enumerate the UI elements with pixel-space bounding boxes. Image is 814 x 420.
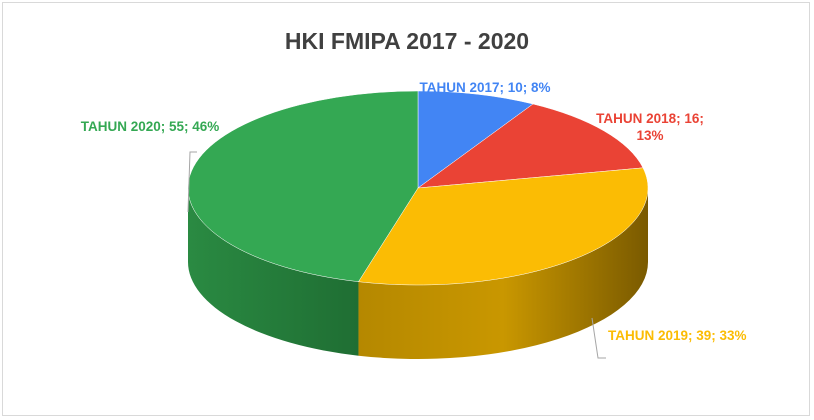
pie-slice [358, 167, 649, 286]
pie-sides [188, 188, 648, 359]
pie-slice [417, 103, 644, 189]
chart-frame [2, 2, 810, 416]
pie-slice [187, 90, 419, 282]
data-label: TAHUN 2019; 39; 33% [608, 328, 747, 343]
pie-slice-side [188, 188, 359, 356]
chart-title: HKI FMIPA 2017 - 2020 [284, 28, 530, 54]
pie-slice [417, 90, 534, 189]
data-label: TAHUN 2017; 10; 8% [419, 80, 551, 95]
leader-line [591, 317, 606, 359]
leader-line [187, 151, 197, 213]
data-label: TAHUN 2018; 16; 13% [596, 111, 704, 143]
pie-slice-side [358, 188, 648, 359]
data-label: TAHUN 2020; 55; 46% [80, 119, 220, 134]
pie-tops [187, 90, 649, 286]
